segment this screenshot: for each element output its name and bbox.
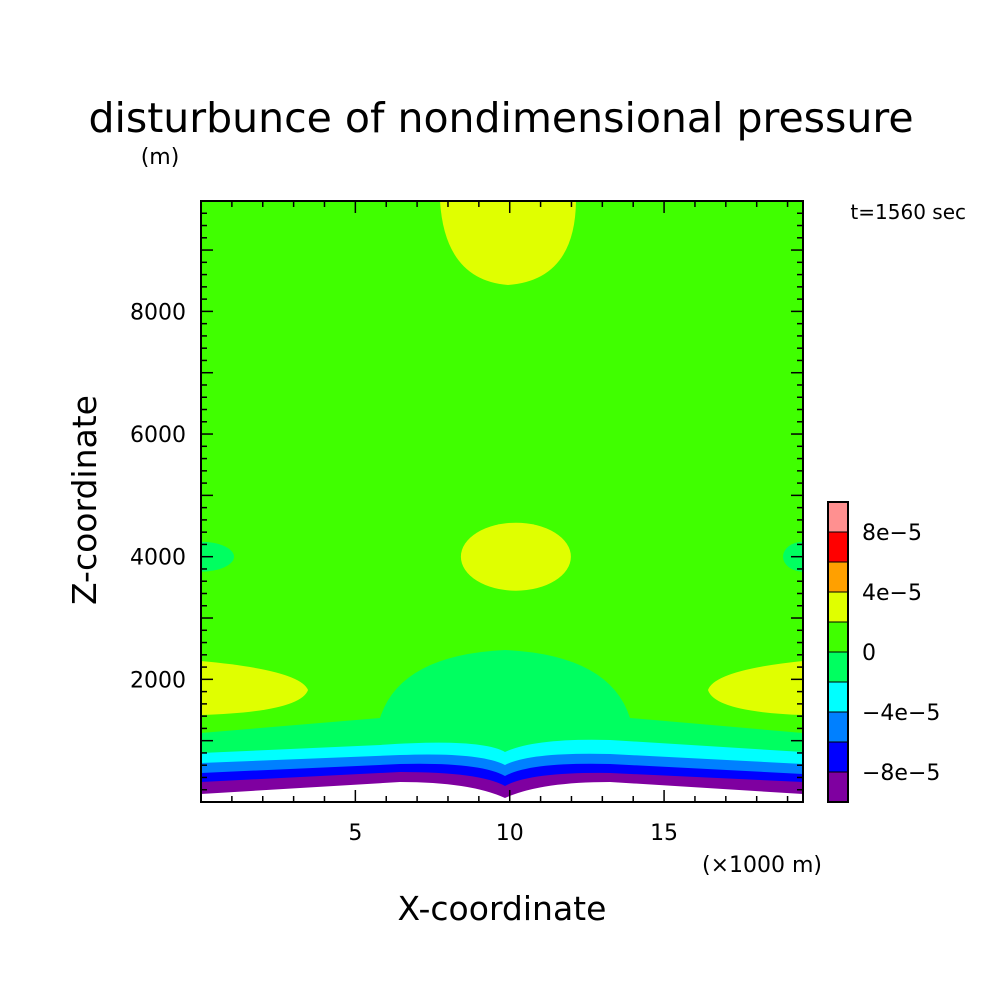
colorbar-frame <box>827 501 849 803</box>
colorbar: −8e−5 −4e−5 0 4e−5 8e−5 <box>827 501 940 803</box>
x-tick-label: 5 <box>348 821 362 846</box>
time-label: t=1560 sec <box>850 200 966 224</box>
y-tick-label: 6000 <box>130 423 186 448</box>
colorbar-label: −8e−5 <box>862 761 940 786</box>
colorbar-label: 8e−5 <box>862 521 922 546</box>
contour-region-right-lobe <box>708 661 803 715</box>
below-terrain <box>201 782 803 802</box>
contour-region-top-lobe <box>440 201 576 285</box>
contour-field <box>201 201 803 802</box>
colorbar-swatch <box>827 501 849 533</box>
y-unit-label: (m) <box>141 145 180 170</box>
x-tick-label: 10 <box>496 821 524 846</box>
colorbar-label: 0 <box>862 641 876 666</box>
y-tick-label: 4000 <box>130 546 186 571</box>
contour-region-left-edge <box>201 541 234 572</box>
colorbar-swatch <box>827 591 849 623</box>
colorbar-swatch <box>827 771 849 803</box>
y-tick-label: 8000 <box>130 300 186 325</box>
colorbar-swatch <box>827 561 849 593</box>
x-axis-label: X-coordinate <box>398 889 607 928</box>
colorbar-swatch <box>827 711 849 743</box>
colorbar-swatch <box>827 651 849 683</box>
chart-title: disturbunce of nondimensional pressure <box>88 94 913 142</box>
contour-region-center-ellipse <box>460 522 571 591</box>
axis-ticks: 5 10 15 2000 4000 6000 8000 <box>130 201 803 846</box>
y-axis-label: Z-coordinate <box>65 395 104 605</box>
colorbar-label: 4e−5 <box>862 581 922 606</box>
contour-region-left-lobe <box>201 661 308 715</box>
x-unit-label: (×1000 m) <box>702 853 822 878</box>
colorbar-swatch <box>827 621 849 653</box>
colorbar-swatch <box>827 681 849 713</box>
x-tick-label: 15 <box>650 821 678 846</box>
plot-frame <box>200 200 804 803</box>
colorbar-label: −4e−5 <box>862 701 940 726</box>
colorbar-swatch <box>827 741 849 773</box>
y-tick-label: 2000 <box>130 668 186 693</box>
colorbar-swatch <box>827 531 849 563</box>
